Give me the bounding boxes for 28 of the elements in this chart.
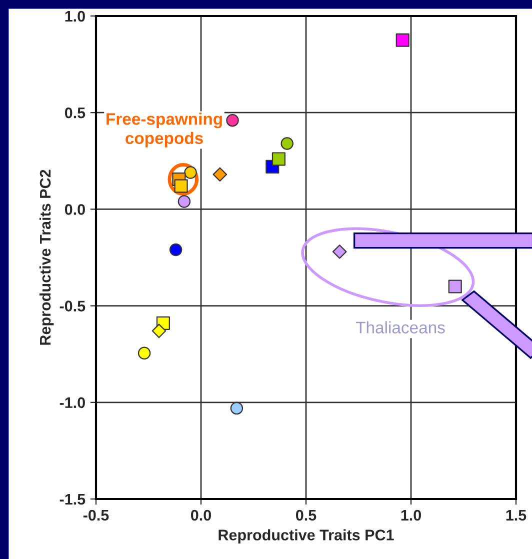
y-axis-title: Reproductive Traits PC2 xyxy=(39,170,54,345)
point xyxy=(138,346,151,360)
point xyxy=(272,152,286,166)
point xyxy=(226,114,239,127)
y-tick-label: -1.5 xyxy=(60,494,86,505)
x-tick-label: 1.5 xyxy=(506,510,526,521)
point xyxy=(230,402,244,415)
point xyxy=(396,33,410,47)
y-tick-label: -0.5 xyxy=(60,300,86,312)
x-tick-label: -0.5 xyxy=(83,510,109,521)
annotation: Thaliaceans xyxy=(356,321,445,334)
point xyxy=(184,166,197,179)
point xyxy=(152,324,166,338)
y-tick-label: 0.5 xyxy=(64,107,86,118)
point xyxy=(332,244,347,259)
x-tick-label: 1.0 xyxy=(401,510,421,521)
x-tick-label: 0.5 xyxy=(296,510,316,521)
x-tick-label: 0.0 xyxy=(190,510,211,521)
point xyxy=(178,195,191,208)
point xyxy=(280,137,294,150)
x-axis-title: Reproductive Traits PC1 xyxy=(218,529,394,544)
y-tick-label: 0.0 xyxy=(64,204,85,215)
y-tick-label: -1.0 xyxy=(60,397,85,408)
annotation: Free-spawning copepods xyxy=(106,112,222,148)
y-tick-label: 1.0 xyxy=(65,10,85,22)
point xyxy=(212,167,228,182)
point xyxy=(169,243,182,256)
point xyxy=(448,280,462,294)
